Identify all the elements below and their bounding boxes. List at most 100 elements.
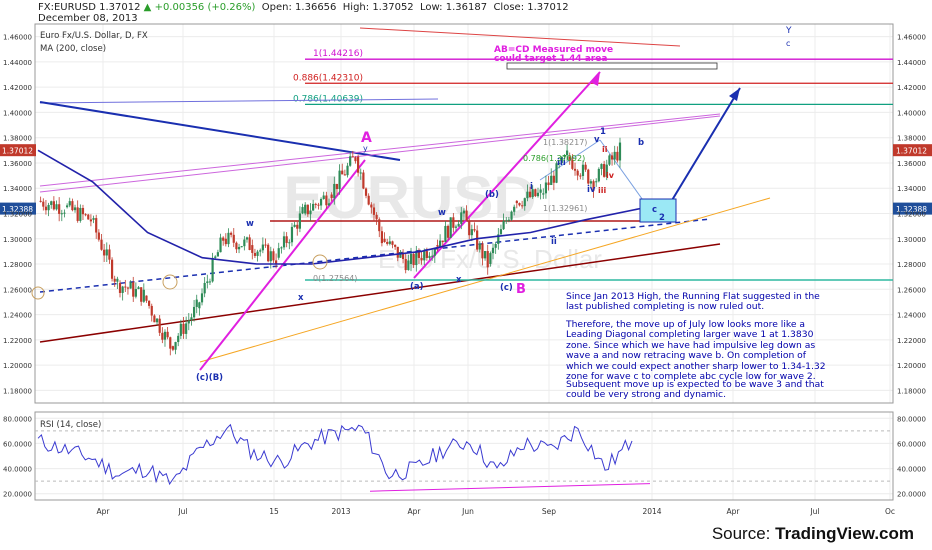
candle-body bbox=[68, 201, 71, 206]
candle-body bbox=[378, 219, 381, 232]
candle-body bbox=[203, 282, 206, 294]
target-zone-box bbox=[639, 198, 677, 223]
fib-small-1b: 1(1.32961) bbox=[543, 204, 587, 213]
candle-body bbox=[42, 201, 45, 207]
candle-body bbox=[481, 243, 484, 259]
wave-b-line bbox=[599, 139, 651, 211]
magenta-leg-one bbox=[199, 159, 366, 371]
candle-body bbox=[513, 206, 516, 212]
candle-body bbox=[132, 282, 135, 297]
candle-body bbox=[290, 226, 294, 243]
candle-body bbox=[198, 302, 201, 309]
candle-body bbox=[439, 240, 442, 247]
candle-body bbox=[431, 255, 434, 257]
candle-body bbox=[261, 244, 264, 251]
candle-body bbox=[163, 331, 167, 340]
candle-body bbox=[523, 198, 526, 207]
wave-label-1: 1 bbox=[600, 127, 606, 137]
candle-body bbox=[436, 245, 439, 247]
candle-body bbox=[274, 260, 278, 264]
x-tick-label: Oc bbox=[885, 507, 895, 516]
wave-label-Y: Y bbox=[785, 26, 792, 36]
candle-body bbox=[232, 234, 235, 243]
candle-body bbox=[497, 234, 500, 244]
x-tick-label: 2013 bbox=[331, 507, 350, 516]
price-badge-left bbox=[0, 144, 36, 157]
candle-body bbox=[616, 151, 619, 161]
candle-body bbox=[338, 170, 341, 190]
blue-dashed-trend-line bbox=[39, 218, 711, 293]
candle-body bbox=[394, 244, 397, 247]
candle-body bbox=[343, 174, 346, 176]
candle-body bbox=[415, 251, 418, 266]
candle-body bbox=[200, 293, 204, 303]
candle-body bbox=[465, 210, 468, 221]
source-credit[interactable]: Source: TradingView.com bbox=[712, 524, 914, 544]
candle-body bbox=[544, 182, 548, 194]
candle-body bbox=[185, 323, 188, 334]
x-tick-label: Jul bbox=[809, 507, 819, 516]
price-badge-right bbox=[893, 144, 932, 157]
wave-label-B: B bbox=[516, 282, 526, 297]
candle-body bbox=[100, 239, 103, 250]
candle-body bbox=[187, 320, 190, 324]
wave-label-A: A bbox=[361, 130, 372, 146]
candle-body bbox=[171, 346, 175, 350]
y-tick-right-label: 1.44000 bbox=[897, 59, 926, 67]
candle-body bbox=[468, 220, 471, 236]
candle-body bbox=[470, 229, 473, 236]
candle-body bbox=[372, 207, 376, 215]
wave-label-x: x bbox=[298, 293, 304, 303]
rsi-support-line bbox=[369, 483, 651, 492]
candle-body bbox=[216, 252, 219, 257]
analysis-paragraph-2: Therefore, the move up of July low looks… bbox=[566, 319, 826, 383]
fib-small-786: 0.786(1.37092) bbox=[523, 154, 585, 163]
candle-body bbox=[211, 257, 214, 282]
candle-body bbox=[177, 335, 180, 343]
candle-body bbox=[552, 175, 555, 183]
upper-channel-line bbox=[39, 98, 439, 104]
candle-body bbox=[103, 249, 106, 256]
x-tick-label: Jul bbox=[177, 507, 187, 516]
y-tick-left-label: 1.32000 bbox=[3, 211, 32, 219]
analysis-paragraph-1: Since Jan 2013 High, the Running Flat su… bbox=[566, 291, 820, 313]
price-badge-right-text: 1.37012 bbox=[896, 147, 927, 156]
candle-body bbox=[494, 243, 497, 248]
candle-body bbox=[105, 249, 108, 256]
date-header: December 08, 2013 bbox=[38, 13, 138, 24]
candle-body bbox=[50, 201, 53, 205]
candle-body bbox=[420, 257, 423, 261]
candle-body bbox=[351, 156, 354, 158]
y-tick-left-label: 1.38000 bbox=[3, 135, 32, 143]
candle-body bbox=[388, 241, 391, 244]
candle-body bbox=[235, 242, 238, 250]
red-top-line bbox=[359, 27, 681, 47]
y-tick-right-label: 1.32000 bbox=[897, 211, 926, 219]
candle-body bbox=[528, 191, 532, 198]
candle-body bbox=[89, 219, 93, 222]
wave-label-y: y bbox=[363, 144, 368, 153]
candle-body bbox=[137, 287, 140, 289]
candle-body bbox=[605, 164, 608, 177]
open-label: Open: bbox=[261, 2, 292, 13]
highlight-circle bbox=[162, 274, 178, 290]
candle-body bbox=[401, 252, 405, 260]
y-tick-right-label: 1.42000 bbox=[897, 84, 926, 92]
candle-body bbox=[502, 221, 505, 230]
candle-body bbox=[224, 238, 227, 245]
rsi-pane-frame bbox=[34, 411, 894, 501]
candle-body bbox=[592, 181, 595, 191]
pink-channel-bottom bbox=[39, 113, 721, 187]
candle-body bbox=[243, 239, 246, 247]
candle-body bbox=[531, 189, 534, 198]
candle-body bbox=[600, 164, 603, 169]
candle-body bbox=[52, 201, 55, 210]
candle-body bbox=[362, 172, 365, 189]
candle-body bbox=[256, 251, 259, 256]
y-tick-left-label: 1.20000 bbox=[3, 362, 32, 370]
low-label: Low: bbox=[420, 2, 443, 13]
fib-small-1: 1(1.38217) bbox=[543, 138, 587, 147]
wave-label-a-paren: (a) bbox=[410, 282, 424, 292]
candle-body bbox=[206, 281, 209, 283]
